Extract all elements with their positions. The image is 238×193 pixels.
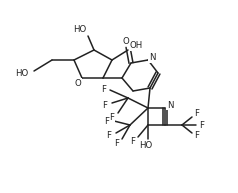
Text: F: F bbox=[114, 140, 119, 148]
Text: F: F bbox=[199, 120, 204, 130]
Text: HO: HO bbox=[139, 141, 153, 150]
Text: O: O bbox=[123, 36, 129, 46]
Text: N: N bbox=[149, 53, 155, 63]
Text: F: F bbox=[130, 137, 135, 146]
Text: HO: HO bbox=[15, 69, 29, 79]
Text: HO: HO bbox=[73, 25, 87, 35]
Text: OH: OH bbox=[129, 41, 143, 51]
Text: F: F bbox=[109, 113, 114, 123]
Text: F: F bbox=[106, 131, 111, 141]
Text: F: F bbox=[101, 85, 106, 93]
Text: F: F bbox=[103, 102, 108, 111]
Text: F: F bbox=[104, 118, 109, 126]
Text: N: N bbox=[167, 101, 173, 109]
Text: F: F bbox=[194, 109, 199, 119]
Text: F: F bbox=[194, 131, 199, 141]
Text: O: O bbox=[75, 79, 81, 87]
